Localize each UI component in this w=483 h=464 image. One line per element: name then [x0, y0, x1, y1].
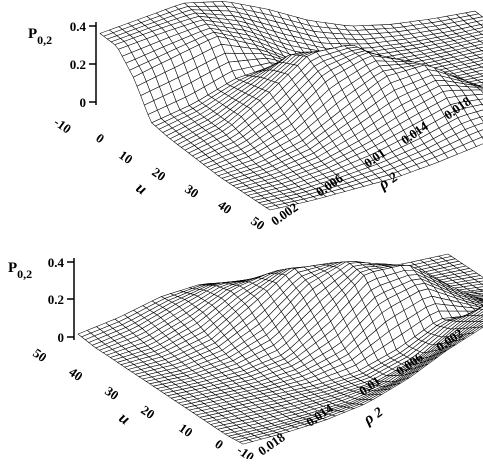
- z-axis-label: P0,2: [28, 26, 52, 47]
- u-tick-label: -10: [51, 114, 74, 136]
- u-tick-label: -10: [234, 442, 257, 459]
- u-tick-label: 40: [215, 197, 234, 217]
- u-tick-label: 10: [116, 147, 135, 167]
- z-tick-label: 0.4: [48, 255, 65, 270]
- z-tick-label: 0.2: [48, 292, 64, 307]
- surface-plot-top: 0.4 0.2 0 P0,2 -10 0 10 20 30 40 50 u 0.…: [28, 1, 483, 233]
- surface-mesh-bottom: [78, 254, 483, 444]
- z-axis-label: P0,2: [8, 260, 32, 281]
- z-tick-label: 0.4: [70, 19, 87, 34]
- u-tick-label: 40: [66, 364, 85, 384]
- z-tick-label: 0: [80, 95, 87, 110]
- u-tick-label: 30: [182, 181, 201, 201]
- rho-axis-label: ρ2: [360, 403, 386, 429]
- u-tick-label: 20: [149, 164, 168, 184]
- u-tick-label: 0: [93, 130, 107, 146]
- u-tick-label: 30: [102, 383, 121, 403]
- u-tick-label: 50: [248, 213, 267, 233]
- u-axis-label: u: [116, 409, 133, 428]
- z-tick-label: 0: [58, 330, 65, 345]
- u-tick-label: 10: [176, 420, 195, 440]
- u-tick-label: 50: [30, 345, 49, 365]
- z-tick-label: 0.2: [70, 57, 86, 72]
- u-tick-label: 0: [212, 436, 226, 452]
- u-tick-label: 20: [138, 402, 157, 422]
- surface-plot-bottom: 0.4 0.2 0 P0,2 50 40 30 20 10 0 -10 u 0.…: [8, 254, 483, 459]
- u-axis-label: u: [133, 179, 150, 198]
